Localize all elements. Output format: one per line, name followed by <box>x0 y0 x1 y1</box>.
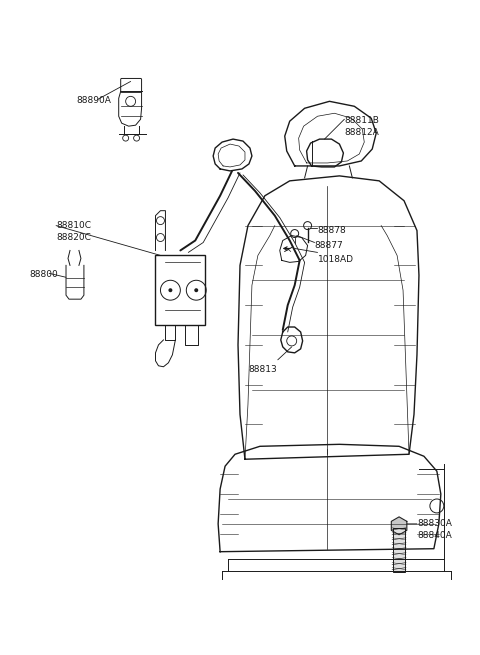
Text: 88877: 88877 <box>314 240 343 250</box>
Text: 1018AD: 1018AD <box>318 255 354 265</box>
Text: 88890A: 88890A <box>76 96 111 105</box>
Bar <box>393 528 405 572</box>
Text: 88813: 88813 <box>248 365 276 374</box>
Text: 88800: 88800 <box>29 271 58 279</box>
Polygon shape <box>391 517 407 534</box>
Circle shape <box>194 288 198 292</box>
Text: 88820C: 88820C <box>56 233 91 242</box>
Text: 88840A: 88840A <box>417 531 452 540</box>
Text: 88810C: 88810C <box>56 221 91 230</box>
Text: 88830A: 88830A <box>417 519 452 528</box>
FancyBboxPatch shape <box>120 79 142 92</box>
Circle shape <box>168 288 172 292</box>
Text: 88811B: 88811B <box>344 116 379 125</box>
Text: 88812A: 88812A <box>344 128 379 137</box>
FancyBboxPatch shape <box>156 255 205 325</box>
Text: 88878: 88878 <box>318 225 346 234</box>
